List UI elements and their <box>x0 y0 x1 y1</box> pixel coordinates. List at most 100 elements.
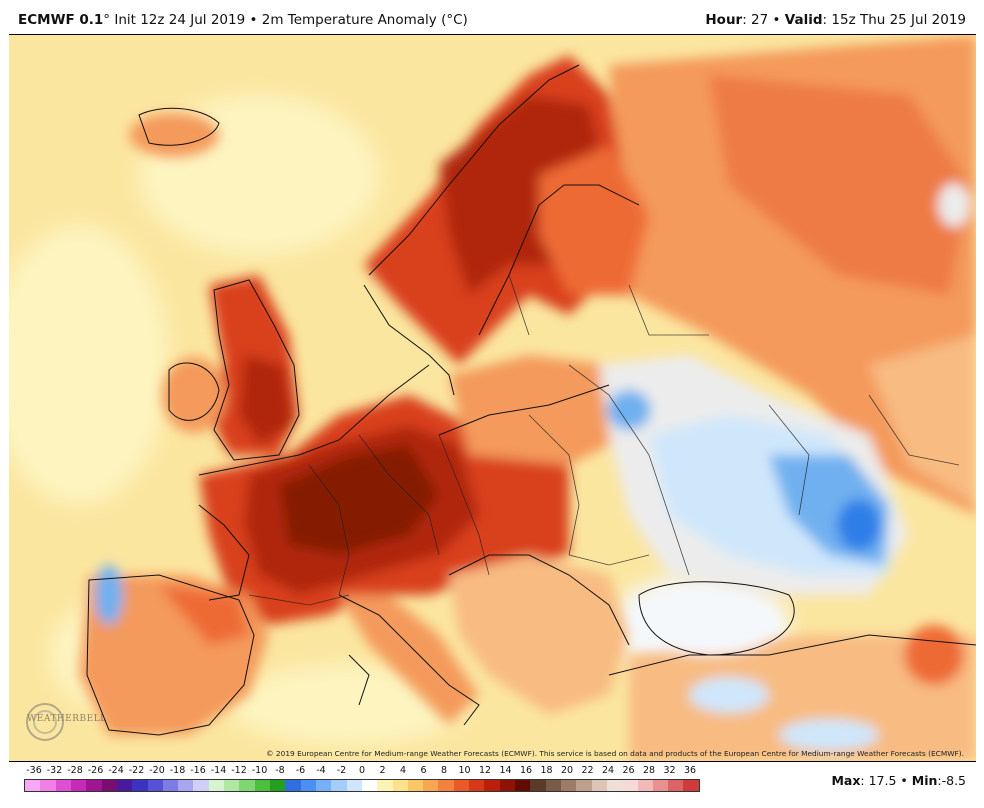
colorbar-swatch <box>178 780 194 791</box>
colorbar-swatch <box>438 780 454 791</box>
colorbar-swatch <box>591 780 607 791</box>
valid-value: : 15z Thu 25 Jul 2019 <box>822 12 966 28</box>
colorbar-tick-label: 36 <box>683 765 697 776</box>
colorbar-swatch <box>162 780 179 791</box>
colorbar-swatch <box>270 780 286 791</box>
colorbar-swatch <box>208 780 225 791</box>
colorbar-tick-label: 20 <box>560 765 574 776</box>
separator: • <box>245 12 262 28</box>
colorbar-tick-label: 6 <box>420 765 427 776</box>
colorbar-swatch <box>484 780 500 791</box>
map-canvas <box>9 35 976 761</box>
header: ECMWF 0.1° Init 12z 24 Jul 2019 • 2m Tem… <box>0 0 984 34</box>
colorbar-swatch <box>576 780 592 791</box>
colorbar-swatch <box>40 780 56 791</box>
max-value: : 17.5 <box>860 773 897 788</box>
colorbar-swatch <box>116 780 133 791</box>
colorbar-tick-label: -16 <box>190 765 206 776</box>
colorbar-swatch <box>407 780 424 791</box>
colorbar-swatch <box>300 780 316 791</box>
separator: • <box>768 12 785 28</box>
colorbar-swatch <box>515 780 531 791</box>
colorbar-swatch <box>423 780 439 791</box>
colorbar-tick-label: -6 <box>295 765 306 776</box>
colorbar-tick-label: -14 <box>210 765 227 776</box>
colorbar-strip <box>24 779 700 792</box>
colorbar-swatch <box>346 780 362 791</box>
hour-value: : 27 <box>742 12 769 28</box>
colorbar-tick-label: -18 <box>169 765 186 776</box>
colorbar-swatch <box>55 780 71 791</box>
colorbar-ticks: -36 -32 -28 -26 -24 -22 -20 -18 -16 -14 -12 -10 -8 -6… <box>24 765 700 779</box>
colorbar-swatch <box>499 780 515 791</box>
colorbar-tick-label: 12 <box>478 765 492 776</box>
min-value: :-8.5 <box>937 773 966 788</box>
valid-label: Valid <box>784 12 823 28</box>
colorbar-swatch <box>285 780 301 791</box>
colorbar-tick-label: 14 <box>499 765 512 776</box>
colorbar-tick-label: -20 <box>149 765 165 776</box>
colorbar-swatch <box>392 780 408 791</box>
colorbar-swatch <box>25 780 41 791</box>
colorbar-swatch <box>469 780 485 791</box>
anomaly-map: WEATHERBELL © 2019 European Centre for M… <box>9 34 976 762</box>
colorbar-tick-label: -10 <box>251 765 268 776</box>
max-label: Max <box>831 773 861 788</box>
separator: • <box>896 773 912 788</box>
colorbar-tick-label: 18 <box>540 765 553 776</box>
colorbar-swatch <box>622 780 638 791</box>
colorbar-tick-label: -12 <box>231 765 247 776</box>
hour-label: Hour <box>705 12 743 28</box>
colorbar-tick-label: 4 <box>399 765 407 776</box>
logo-swirl-icon <box>26 703 64 741</box>
copyright-notice: © 2019 European Centre for Medium-range … <box>266 749 964 758</box>
colorbar-swatch <box>224 780 240 791</box>
colorbar-tick-label: 0 <box>358 765 366 776</box>
colorbar-swatch <box>193 780 209 791</box>
colorbar-swatch <box>637 780 653 791</box>
map-title: ECMWF 0.1° Init 12z 24 Jul 2019 • 2m Tem… <box>18 12 468 28</box>
colorbar-swatch <box>683 780 699 791</box>
colorbar-swatch <box>377 780 393 791</box>
colorbar-swatch <box>331 780 347 791</box>
colorbar-swatch <box>545 780 561 791</box>
colorbar-swatch <box>239 780 255 791</box>
colorbar-tick-label: -36 <box>26 765 42 776</box>
colorbar-swatch <box>132 780 148 791</box>
weatherbell-logo: WEATHERBELL <box>23 700 106 744</box>
land-anomaly-shading <box>79 35 976 761</box>
colorbar-tick-label: 22 <box>581 765 594 776</box>
colorbar-swatch <box>101 780 117 791</box>
colorbar-swatch <box>453 780 470 791</box>
colorbar-tick-label: 28 <box>642 765 656 776</box>
model-name: ECMWF 0.1 <box>18 12 104 28</box>
colorbar-tick-label: -8 <box>275 765 285 776</box>
colorbar-tick-label: -26 <box>87 765 104 776</box>
colorbar-swatch <box>70 780 87 791</box>
colorbar-swatch <box>668 780 684 791</box>
colorbar-swatch <box>652 780 669 791</box>
colorbar-tick-label: 16 <box>519 765 533 776</box>
colorbar-swatch <box>361 780 378 791</box>
colorbar: -36 -32 -28 -26 -24 -22 -20 -18 -16 -14 -12 -10 -8 -6… <box>0 762 984 808</box>
variable-name: 2m Temperature Anomaly (°C) <box>261 12 468 28</box>
colorbar-swatch <box>315 780 332 791</box>
colorbar-tick-label: -32 <box>46 765 63 776</box>
colorbar-swatch <box>606 780 623 791</box>
max-min-readout: Max: 17.5 • Min:-8.5 <box>831 773 966 788</box>
colorbar-tick-label: 8 <box>440 765 448 776</box>
colorbar-tick-label: 26 <box>622 765 635 776</box>
colorbar-swatch <box>147 780 163 791</box>
colorbar-tick-label: -24 <box>108 765 124 776</box>
colorbar-tick-label: -2 <box>336 765 347 776</box>
degree-symbol: ° <box>103 12 111 28</box>
country-borders <box>248 274 960 606</box>
min-label: Min <box>911 773 938 788</box>
colorbar-swatch <box>254 780 270 791</box>
colorbar-tick-label: -28 <box>67 765 83 776</box>
colorbar-swatch <box>530 780 546 791</box>
colorbar-tick-label: -4 <box>316 765 326 776</box>
colorbar-swatch <box>560 780 577 791</box>
colorbar-tick-label: 32 <box>663 765 676 776</box>
valid-time: Hour: 27 • Valid: 15z Thu 25 Jul 2019 <box>705 12 966 28</box>
